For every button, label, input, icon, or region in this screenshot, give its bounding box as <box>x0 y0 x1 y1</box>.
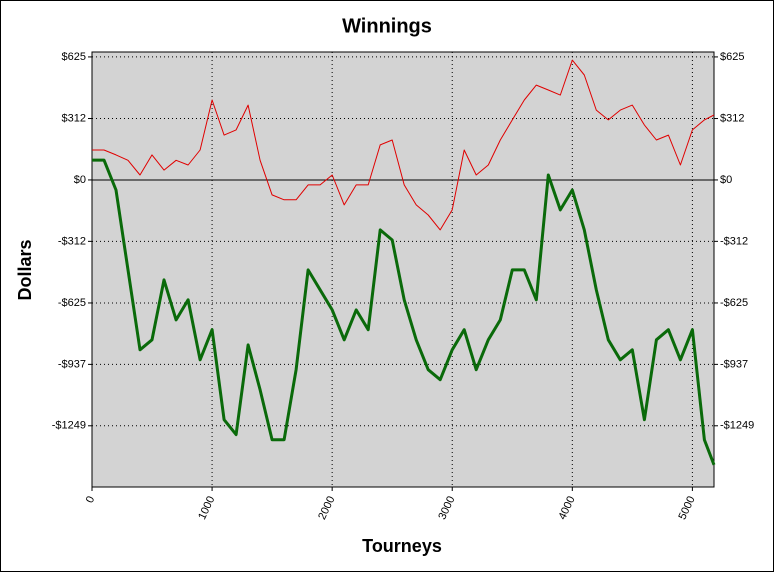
y-tick-label-right: $625 <box>720 51 744 63</box>
y-tick-label-right: $312 <box>720 112 744 124</box>
y-tick-label: $0 <box>74 174 86 186</box>
y-tick-label: -$625 <box>58 297 86 309</box>
y-tick-label: -$1249 <box>52 420 86 432</box>
y-tick-label-right: $0 <box>720 174 732 186</box>
chart-title: Winnings <box>342 15 432 37</box>
series-line <box>92 158 716 466</box>
y-tick-label: -$937 <box>58 358 86 370</box>
y-tick-label-right: -$1249 <box>720 420 754 432</box>
y-tick-label-right: -$625 <box>720 297 748 309</box>
y-tick-label-right: -$937 <box>720 358 748 370</box>
x-axis-label: Tourneys <box>362 536 442 556</box>
y-axis-label: Dollars <box>15 239 35 300</box>
y-tick-label: -$312 <box>58 235 86 247</box>
series-line <box>92 59 715 231</box>
y-tick-label-right: -$312 <box>720 235 748 247</box>
y-tick-label: $625 <box>62 51 86 63</box>
plot-area <box>91 51 715 488</box>
x-tick-label: 0 <box>84 494 97 505</box>
y-tick-label: $312 <box>62 112 86 124</box>
